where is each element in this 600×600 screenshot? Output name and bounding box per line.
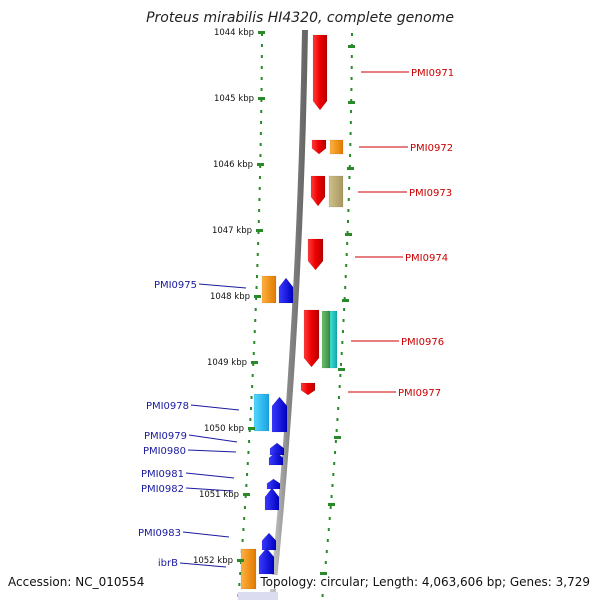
tick-1044-label: 1044 kbp	[214, 28, 254, 38]
gene-PMI0971-label: PMI0971	[411, 68, 454, 79]
gene-PMI0982-arrow	[264, 487, 280, 511]
tick-1052-label: 1052 kbp	[193, 556, 233, 566]
tick-1045-mark	[258, 97, 265, 100]
left-scale-track	[237, 33, 263, 597]
tick-1047-label: 1047 kbp	[212, 226, 252, 236]
tick-1046-mark	[257, 163, 264, 166]
tick-1051-label: 1051 kbp	[199, 490, 239, 500]
gene-PMI0982-label: PMI0982	[141, 484, 184, 495]
gene-PMI0974-label: PMI0974	[405, 253, 448, 264]
gene-PMI0973-arrow	[310, 175, 326, 207]
axis-shadow	[238, 592, 278, 600]
gene-PMI0972-feature	[329, 139, 344, 155]
gene-PMI0976-feature-b	[329, 310, 338, 369]
right-scale-track	[321, 33, 353, 597]
gene-PMI0973-feature	[328, 175, 344, 208]
gene-PMI0983-arrow	[261, 532, 277, 551]
tick-1050-label: 1050 kbp	[204, 424, 244, 434]
tick-1045-label: 1045 kbp	[214, 94, 254, 104]
gene-ibrB-arrow	[258, 547, 275, 575]
gene-PMI0975-leader	[198, 283, 247, 289]
gene-PMI0976-label: PMI0976	[401, 337, 444, 348]
right-major-tick	[338, 368, 345, 371]
gene-PMI0972-label: PMI0972	[410, 143, 453, 154]
gene-ibrB-leader	[179, 562, 227, 568]
gene-PMI0971-arrow	[312, 34, 328, 111]
gene-PMI0972-arrow	[311, 139, 327, 155]
tick-1052-mark	[237, 559, 244, 562]
tick-1050-mark	[248, 427, 255, 430]
gene-PMI0980-arrow	[268, 451, 284, 466]
gene-PMI0976-arrow	[303, 309, 320, 368]
tick-1048-label: 1048 kbp	[210, 292, 250, 302]
gene-PMI0980-leader	[187, 449, 237, 453]
gene-PMI0974-arrow	[307, 238, 324, 271]
right-major-tick	[348, 101, 355, 104]
gene-PMI0978-label: PMI0978	[146, 401, 189, 412]
tick-1051-mark	[243, 493, 250, 496]
accession-label: Accession: NC_010554	[8, 575, 145, 589]
gene-PMI0983-leader	[182, 531, 230, 538]
genome-summary: Topology: circular; Length: 4,063,606 bp…	[260, 575, 590, 589]
gene-PMI0981-leader	[185, 472, 235, 479]
gene-PMI0975-arrow	[278, 277, 294, 304]
gene-PMI0979-label: PMI0979	[144, 431, 187, 442]
gene-PMI0976-feature-a	[321, 310, 331, 369]
gene-PMI0978-feature	[253, 393, 270, 432]
tick-1047-mark	[256, 229, 263, 232]
gene-PMI0977-label: PMI0977	[398, 388, 441, 399]
gene-ibrB-label: ibrB	[158, 558, 178, 569]
gene-PMI0982-leader	[185, 487, 234, 492]
gene-PMI0983-label: PMI0983	[138, 528, 181, 539]
right-major-tick	[347, 167, 354, 170]
map-title: Proteus mirabilis HI4320, complete genom…	[146, 10, 454, 26]
right-major-tick	[348, 45, 355, 48]
gene-PMI0973-label: PMI0973	[409, 188, 452, 199]
tick-1044-mark	[258, 31, 265, 34]
right-major-tick	[320, 572, 327, 575]
gene-PMI0978-leader	[190, 404, 240, 411]
right-major-tick	[345, 233, 352, 236]
gene-PMI0978-arrow	[271, 396, 288, 433]
gene-PMI0979-leader	[188, 434, 238, 443]
gene-PMI0981-arrow	[266, 478, 281, 490]
gene-PMI0975-label: PMI0975	[154, 280, 197, 291]
gene-ibrB-feature	[240, 548, 257, 590]
right-major-tick	[328, 503, 335, 506]
tick-1049-label: 1049 kbp	[207, 358, 247, 368]
gene-PMI0975-feature	[261, 275, 277, 304]
right-major-tick	[342, 299, 349, 302]
right-major-tick	[334, 436, 341, 439]
tick-1049-mark	[251, 361, 258, 364]
gene-PMI0981-label: PMI0981	[141, 469, 184, 480]
gene-PMI0977-arrow	[300, 382, 316, 396]
backbone-axis	[269, 29, 308, 600]
tick-1048-mark	[254, 295, 261, 298]
gene-PMI0980-label: PMI0980	[143, 446, 186, 457]
tick-1046-label: 1046 kbp	[213, 160, 253, 170]
